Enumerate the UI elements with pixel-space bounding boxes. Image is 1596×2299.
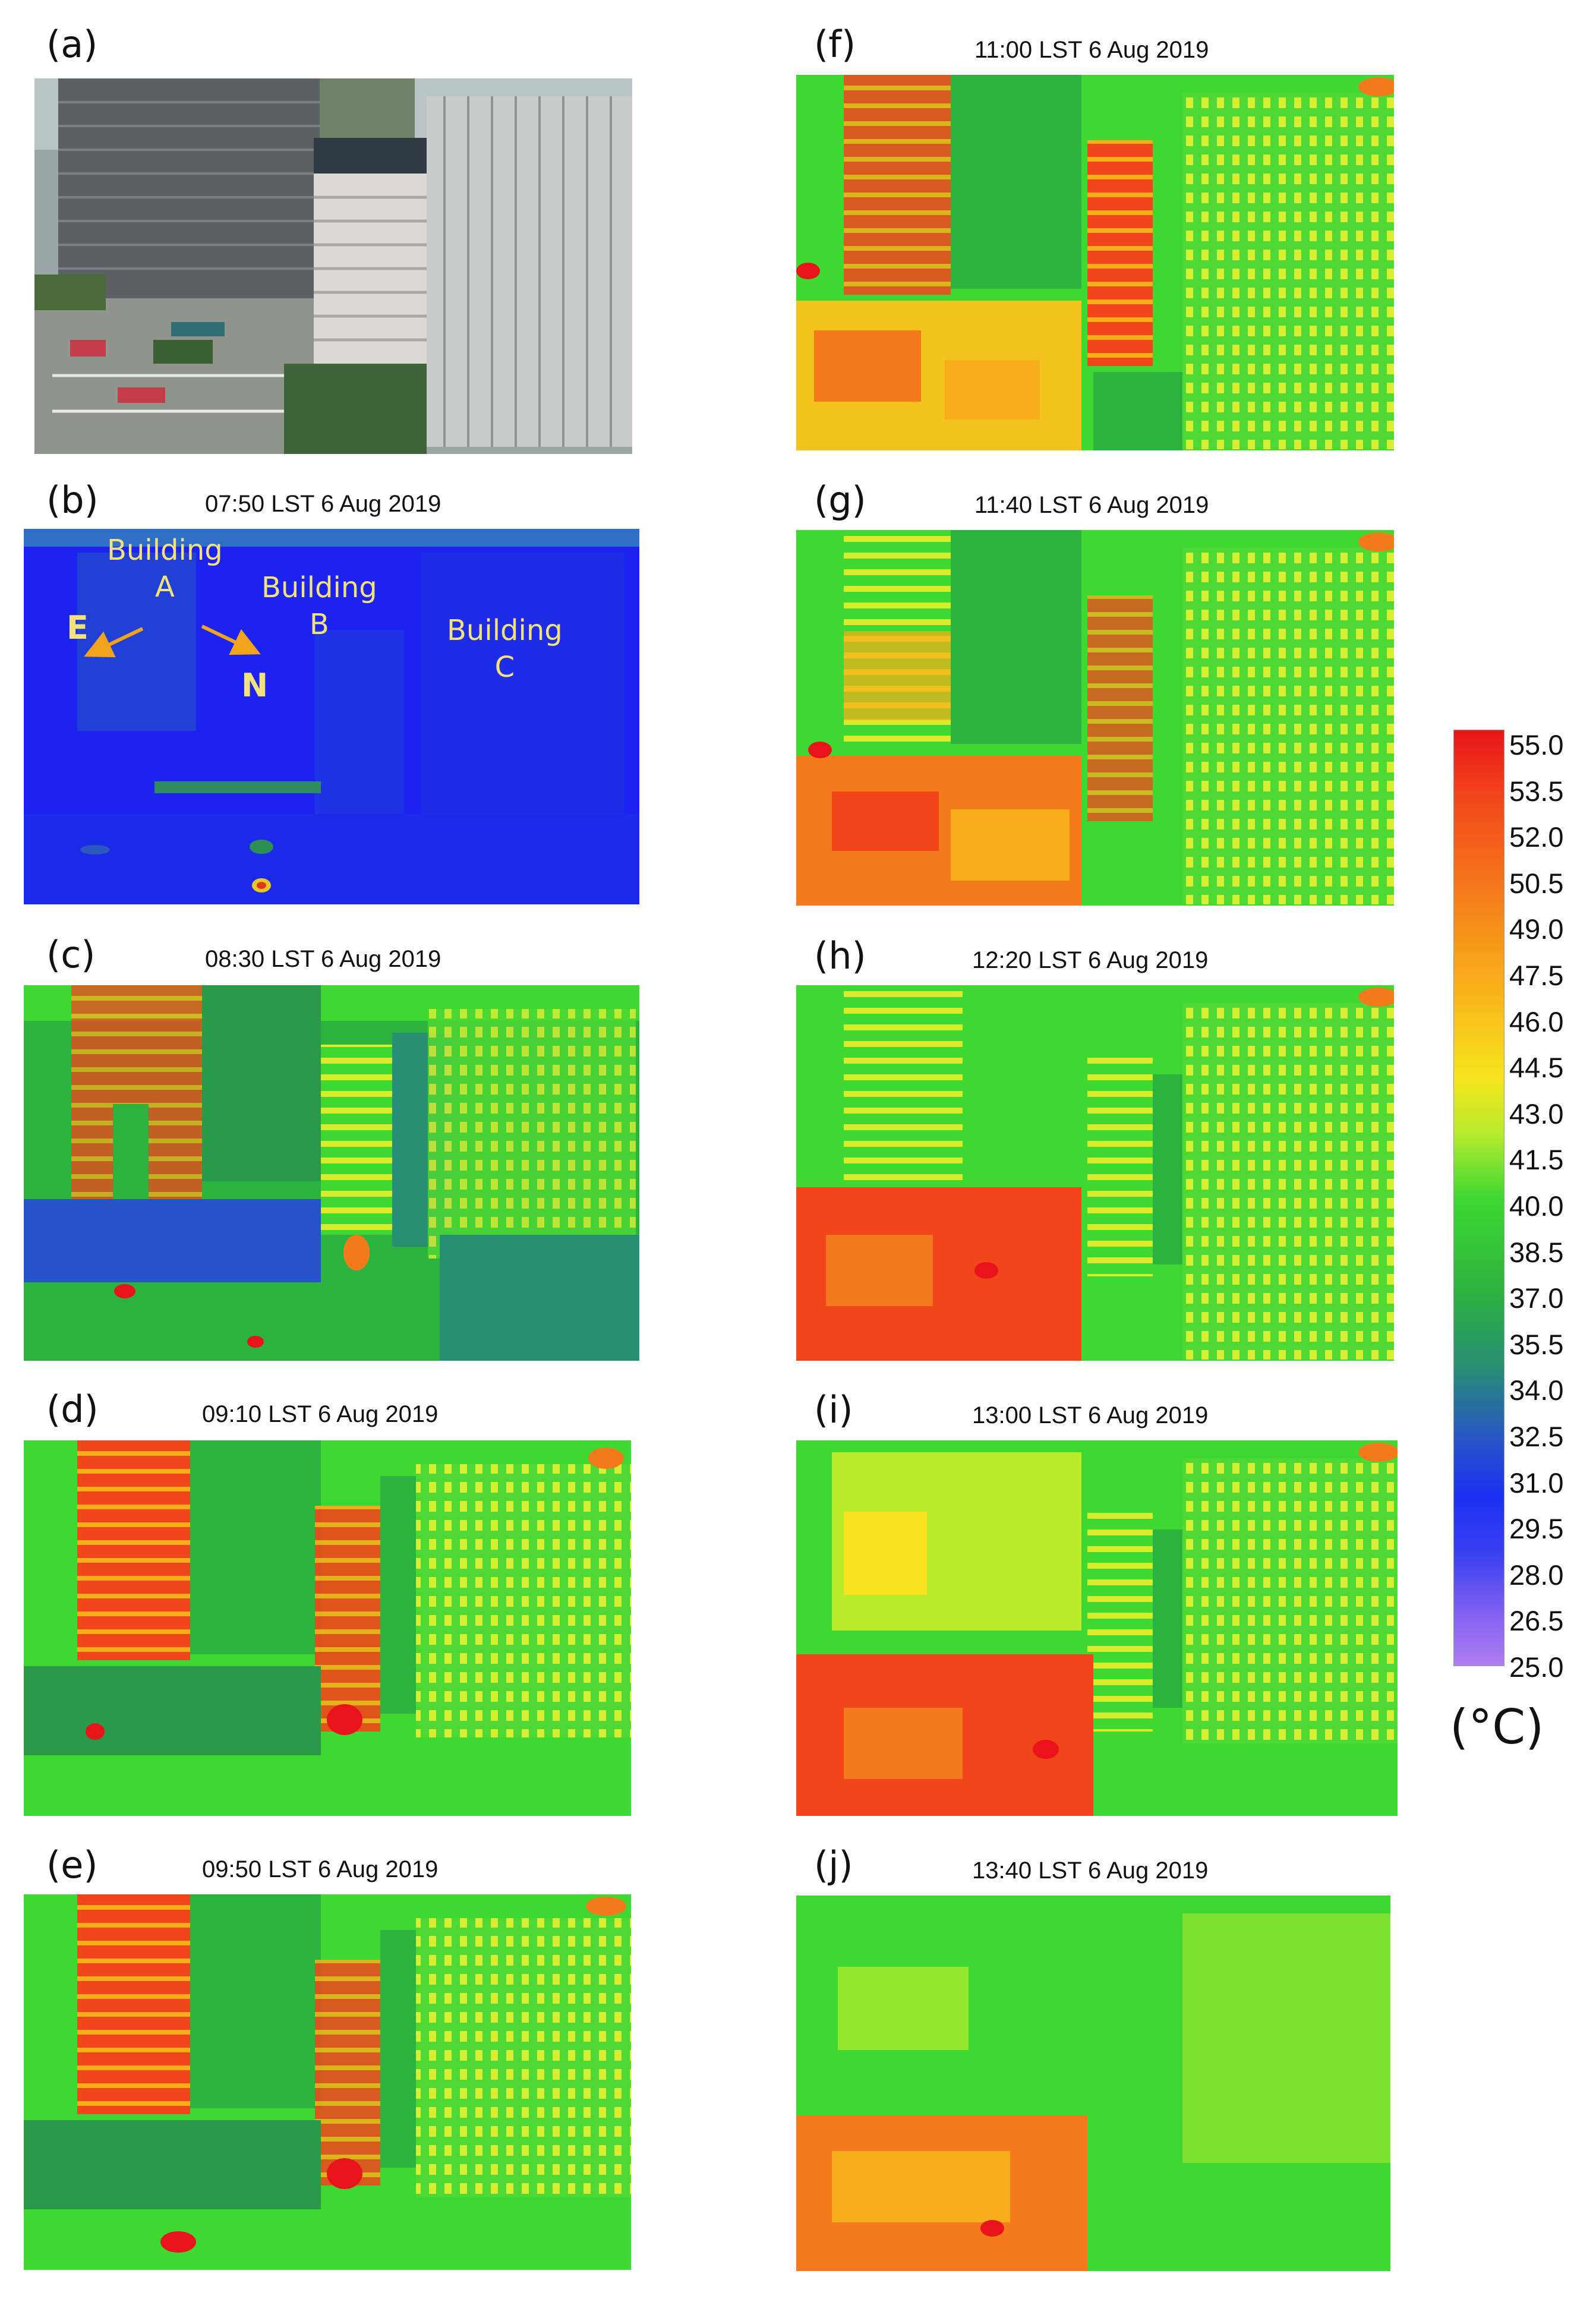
building-a-label: Building A — [107, 534, 223, 604]
colorbar-tick-label: 50.5 — [1509, 867, 1564, 899]
thermal-image — [24, 985, 639, 1361]
colorbar-tick-label: 46.0 — [1509, 1005, 1564, 1037]
photo-image — [34, 78, 632, 454]
panel-label: (b) — [46, 478, 99, 522]
colorbar-tick-label: 52.0 — [1509, 821, 1564, 853]
colorbar-tick-label: 38.5 — [1509, 1236, 1564, 1268]
panel-title: 07:50 LST 6 Aug 2019 — [205, 491, 441, 517]
panel-label: (j) — [814, 1843, 853, 1887]
panel-title: 11:00 LST 6 Aug 2019 — [974, 37, 1209, 63]
colorbar-gradient — [1453, 730, 1504, 1666]
colorbar-tick-label: 40.0 — [1509, 1190, 1564, 1222]
colorbar-unit: (°C) — [1450, 1699, 1544, 1755]
panel-title: 13:00 LST 6 Aug 2019 — [972, 1402, 1209, 1428]
building-b-label: Building B — [261, 571, 377, 641]
thermal-image — [796, 985, 1394, 1361]
colorbar-tick-label: 29.5 — [1509, 1513, 1564, 1545]
thermal-image — [796, 530, 1394, 906]
colorbar-tick-label: 34.0 — [1509, 1374, 1564, 1406]
panel-title: 08:30 LST 6 Aug 2019 — [205, 946, 441, 972]
north-label: N — [241, 667, 269, 704]
colorbar-tick-label: 47.5 — [1509, 960, 1564, 991]
colorbar-tick-label: 35.5 — [1509, 1328, 1564, 1360]
colorbar-tick-label: 31.0 — [1509, 1467, 1564, 1499]
thermal-image — [796, 1896, 1390, 2271]
panel-label: (d) — [46, 1387, 99, 1431]
panel-label: (h) — [814, 934, 866, 977]
panel-label: (e) — [46, 1843, 98, 1887]
colorbar-tick-label: 32.5 — [1509, 1421, 1564, 1452]
panel-title: 13:40 LST 6 Aug 2019 — [972, 1858, 1209, 1884]
colorbar-tick-label: 25.0 — [1509, 1651, 1564, 1683]
panel-title: 09:50 LST 6 Aug 2019 — [202, 1856, 439, 1882]
building-c-label: Building C — [447, 614, 563, 684]
colorbar-tick-label: 37.0 — [1509, 1282, 1564, 1314]
colorbar-tick-label: 44.5 — [1509, 1052, 1564, 1084]
colorbar-tick-label: 26.5 — [1509, 1605, 1564, 1637]
panel-label: (g) — [814, 478, 866, 522]
colorbar-tick-label: 55.0 — [1509, 729, 1564, 761]
thermal-image — [796, 1440, 1398, 1816]
east-label: E — [67, 609, 89, 647]
panel-title: 12:20 LST 6 Aug 2019 — [972, 947, 1209, 973]
colorbar-tick-label: 28.0 — [1509, 1559, 1564, 1591]
colorbar-tick-label: 49.0 — [1509, 913, 1564, 945]
thermal-image — [24, 1894, 631, 2270]
panel-title: 09:10 LST 6 Aug 2019 — [202, 1401, 439, 1427]
panel-title: 11:40 LST 6 Aug 2019 — [974, 492, 1209, 518]
panel-label: (c) — [46, 933, 96, 976]
colorbar-tick-label: 41.5 — [1509, 1144, 1564, 1176]
panel-label: (a) — [46, 23, 98, 66]
colorbar-tick-label: 43.0 — [1509, 1098, 1564, 1130]
colorbar-tick-label: 53.5 — [1509, 775, 1564, 807]
thermal-image — [24, 1440, 631, 1816]
panel-label: (f) — [814, 23, 856, 66]
panel-label: (i) — [814, 1388, 853, 1431]
thermal-image — [796, 75, 1394, 450]
